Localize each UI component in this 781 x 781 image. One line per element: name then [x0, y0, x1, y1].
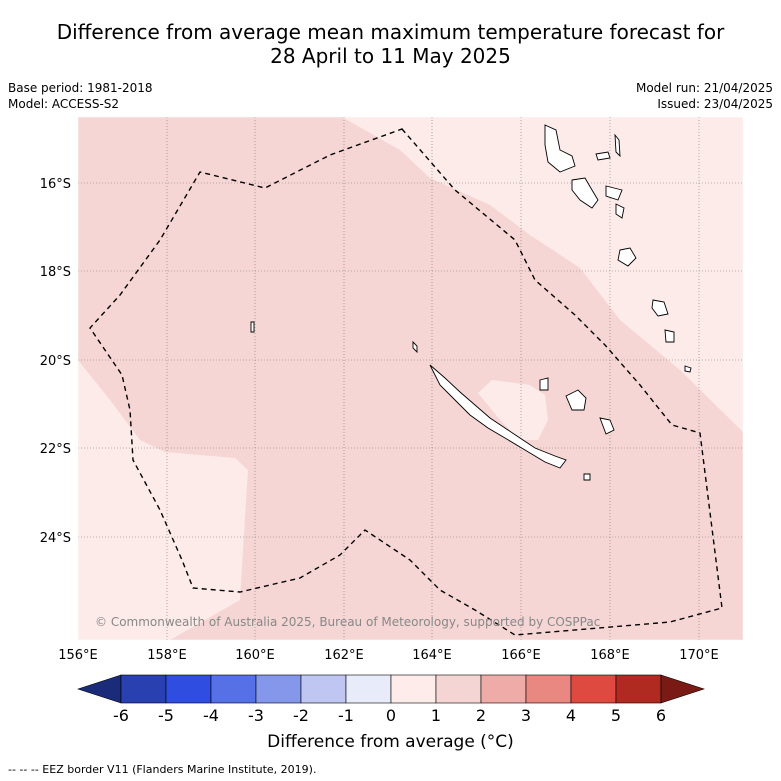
issued-date: Issued: 23/04/2025 — [657, 97, 773, 111]
longitude-labels: 156°E 158°E 160°E 162°E 164°E 166°E 168°… — [58, 648, 719, 663]
lat-label: 22°S — [40, 442, 71, 457]
colorbar-label: Difference from average (°C) — [267, 732, 514, 752]
island-coast — [539, 377, 549, 391]
lon-label: 156°E — [58, 648, 98, 663]
lon-label: 162°E — [324, 648, 364, 663]
colorbar-tick: -1 — [338, 706, 354, 725]
colorbar-bin — [300, 674, 347, 704]
colorbar-tick: -5 — [158, 706, 174, 725]
lat-label: 16°S — [40, 177, 71, 192]
loyalty-islands-coast — [565, 389, 587, 411]
colorbar-bin — [165, 674, 212, 704]
vanuatu-coast — [544, 124, 576, 173]
lat-label: 24°S — [40, 531, 71, 546]
model-run: Model run: 21/04/2025 — [635, 81, 773, 95]
lon-label: 168°E — [590, 648, 630, 663]
eez-border — [89, 128, 723, 636]
meta-right: Model run: 21/04/2025 Issued: 23/04/2025 — [636, 80, 773, 112]
lat-label: 18°S — [40, 265, 71, 280]
coastlines — [250, 124, 692, 481]
colorbar-bin — [480, 674, 527, 704]
lon-label: 160°E — [235, 648, 275, 663]
colorbar-tick: -6 — [113, 706, 129, 725]
colorbar-bin — [210, 674, 257, 704]
lon-label: 164°E — [412, 648, 452, 663]
colorbar-bin — [120, 674, 167, 704]
eez-footnote: -- -- -- EEZ border V11 (Flanders Marine… — [8, 763, 317, 776]
island-coast — [684, 365, 692, 373]
colorbar-tick: -4 — [203, 706, 219, 725]
map-frame — [77, 116, 744, 641]
vanuatu-coast — [614, 133, 621, 158]
colorbar-ticks: -6 -5 -4 -3 -2 -1 0 1 2 3 4 5 6 — [113, 706, 666, 725]
colorbar-tick: 3 — [521, 706, 531, 725]
colorbar-bin — [525, 674, 572, 704]
vanuatu-coast — [615, 203, 625, 219]
vanuatu-coast — [605, 185, 623, 201]
colorbar-bin — [435, 674, 482, 704]
colorbar-tick: 1 — [431, 706, 441, 725]
lon-label: 158°E — [147, 648, 187, 663]
anomaly-region-medium — [78, 117, 743, 640]
meta-left: Base period: 1981-2018 Model: ACCESS-S2 — [8, 80, 153, 112]
colorbar-tick: 4 — [566, 706, 576, 725]
colorbar-bin — [255, 674, 302, 704]
island-coast — [583, 473, 591, 481]
lon-label: 166°E — [501, 648, 541, 663]
lat-label: 20°S — [40, 354, 71, 369]
map-title: Difference from average mean maximum tem… — [0, 20, 781, 68]
new-caledonia-coast — [429, 364, 567, 469]
colorbar-bin — [570, 674, 617, 704]
vanuatu-coast — [617, 247, 637, 267]
vanuatu-coast — [595, 151, 611, 161]
colorbar-tick: 6 — [656, 706, 666, 725]
island-coast — [412, 340, 418, 354]
graticule — [78, 117, 743, 640]
colorbar-tick: 0 — [386, 706, 396, 725]
colorbar-extend-low — [77, 674, 122, 704]
colorbar-tick: 2 — [476, 706, 486, 725]
title-line-2: 28 April to 11 May 2025 — [270, 44, 511, 68]
colorbar-extend-high — [660, 674, 705, 704]
colorbar-bin — [345, 674, 392, 704]
latitude-labels: 16°S 18°S 20°S 22°S 24°S — [40, 177, 71, 546]
island-coast — [599, 417, 615, 435]
colorbar-bin — [390, 674, 437, 704]
model-name: Model: ACCESS-S2 — [8, 97, 120, 111]
island-coast — [664, 329, 675, 343]
colorbar-tick: -2 — [293, 706, 309, 725]
colorbar-tick: 5 — [611, 706, 621, 725]
lon-label: 170°E — [679, 648, 719, 663]
colorbar-bin — [615, 674, 662, 704]
vanuatu-coast — [571, 177, 599, 209]
colorbar — [77, 674, 705, 704]
island-coast — [651, 299, 669, 317]
map-panel: © Commonwealth of Australia 2025, Bureau… — [78, 117, 743, 640]
copyright-notice: © Commonwealth of Australia 2025, Bureau… — [95, 615, 600, 629]
island-coast — [250, 321, 255, 333]
anomaly-patch-light — [478, 380, 548, 440]
base-period: Base period: 1981-2018 — [8, 81, 153, 95]
colorbar-tick: -3 — [248, 706, 264, 725]
title-line-1: Difference from average mean maximum tem… — [56, 20, 725, 44]
